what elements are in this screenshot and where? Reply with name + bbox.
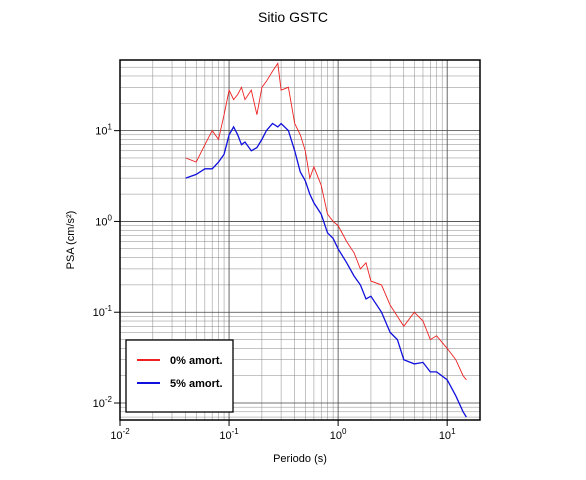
y-axis-label: PSA (cm/s²)	[65, 211, 77, 270]
y-tick-label: 10-1	[93, 304, 113, 319]
series-line	[185, 122, 467, 418]
y-tick-label: 101	[95, 123, 112, 138]
x-axis-label: Periodo (s)	[273, 453, 327, 465]
x-tick-label: 101	[439, 427, 456, 442]
legend-label: 0% amort.	[170, 355, 223, 367]
chart-title: Sitio GSTC	[258, 9, 328, 25]
series-line	[185, 62, 467, 381]
plot-frame	[119, 59, 481, 421]
legend-label: 5% amort.	[170, 378, 223, 390]
legend-box	[125, 339, 234, 413]
x-tick-label: 10-1	[219, 427, 239, 442]
y-tick-label: 100	[95, 213, 112, 228]
y-tick-label: 10-2	[93, 395, 113, 410]
x-tick-label: 10-2	[110, 427, 130, 442]
x-tick-label: 100	[330, 427, 347, 442]
